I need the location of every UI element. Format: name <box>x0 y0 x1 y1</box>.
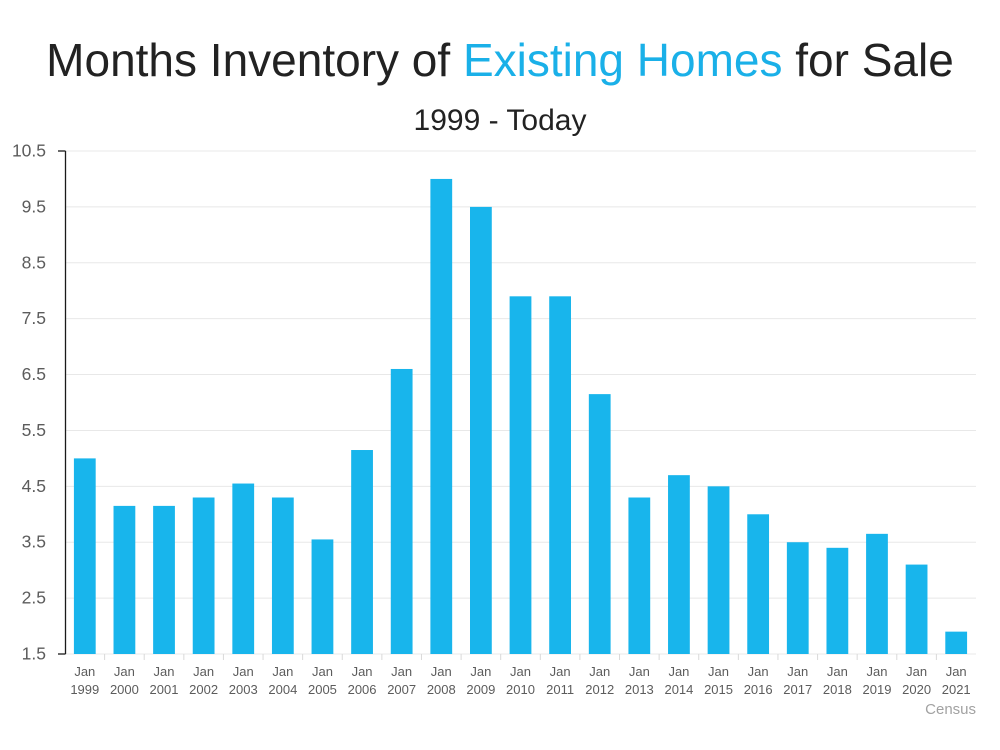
svg-text:Jan: Jan <box>233 664 254 679</box>
svg-text:Jan: Jan <box>272 664 293 679</box>
svg-text:Jan: Jan <box>906 664 927 679</box>
svg-text:2003: 2003 <box>229 682 258 697</box>
svg-text:2009: 2009 <box>466 682 495 697</box>
svg-text:Jan: Jan <box>352 664 373 679</box>
svg-text:Jan: Jan <box>629 664 650 679</box>
svg-text:Jan: Jan <box>550 664 571 679</box>
svg-text:Jan: Jan <box>827 664 848 679</box>
svg-text:Jan: Jan <box>748 664 769 679</box>
svg-text:2020: 2020 <box>902 682 931 697</box>
svg-text:8.5: 8.5 <box>22 252 46 272</box>
svg-text:2.5: 2.5 <box>22 588 46 608</box>
svg-text:Jan: Jan <box>470 664 491 679</box>
svg-text:10.5: 10.5 <box>12 141 46 161</box>
svg-text:Jan: Jan <box>431 664 452 679</box>
svg-text:1.5: 1.5 <box>22 644 46 664</box>
svg-text:Jan: Jan <box>866 664 887 679</box>
svg-text:Jan: Jan <box>391 664 412 679</box>
svg-text:5.5: 5.5 <box>22 420 46 440</box>
svg-text:Jan: Jan <box>946 664 967 679</box>
svg-text:Jan: Jan <box>708 664 729 679</box>
svg-text:2008: 2008 <box>427 682 456 697</box>
svg-text:2005: 2005 <box>308 682 337 697</box>
svg-text:9.5: 9.5 <box>22 196 46 216</box>
svg-text:4.5: 4.5 <box>22 476 46 496</box>
svg-text:3.5: 3.5 <box>22 532 46 552</box>
svg-text:2013: 2013 <box>625 682 654 697</box>
svg-text:2019: 2019 <box>863 682 892 697</box>
svg-text:Jan: Jan <box>193 664 214 679</box>
svg-text:2021: 2021 <box>942 682 971 697</box>
svg-text:2015: 2015 <box>704 682 733 697</box>
svg-text:2007: 2007 <box>387 682 416 697</box>
svg-text:Jan: Jan <box>787 664 808 679</box>
svg-text:2012: 2012 <box>585 682 614 697</box>
svg-text:2004: 2004 <box>268 682 297 697</box>
svg-text:2002: 2002 <box>189 682 218 697</box>
svg-text:2001: 2001 <box>150 682 179 697</box>
svg-text:1999: 1999 <box>70 682 99 697</box>
svg-text:2014: 2014 <box>664 682 693 697</box>
svg-text:6.5: 6.5 <box>22 364 46 384</box>
svg-text:2016: 2016 <box>744 682 773 697</box>
svg-text:2006: 2006 <box>348 682 377 697</box>
svg-text:Jan: Jan <box>312 664 333 679</box>
svg-text:2010: 2010 <box>506 682 535 697</box>
svg-text:Jan: Jan <box>668 664 689 679</box>
svg-text:Jan: Jan <box>589 664 610 679</box>
svg-text:2000: 2000 <box>110 682 139 697</box>
svg-text:2011: 2011 <box>546 682 574 697</box>
svg-text:Jan: Jan <box>154 664 175 679</box>
svg-text:7.5: 7.5 <box>22 308 46 328</box>
svg-text:Jan: Jan <box>114 664 135 679</box>
svg-text:2017: 2017 <box>783 682 812 697</box>
svg-text:2018: 2018 <box>823 682 852 697</box>
svg-text:Jan: Jan <box>510 664 531 679</box>
svg-text:Jan: Jan <box>74 664 95 679</box>
